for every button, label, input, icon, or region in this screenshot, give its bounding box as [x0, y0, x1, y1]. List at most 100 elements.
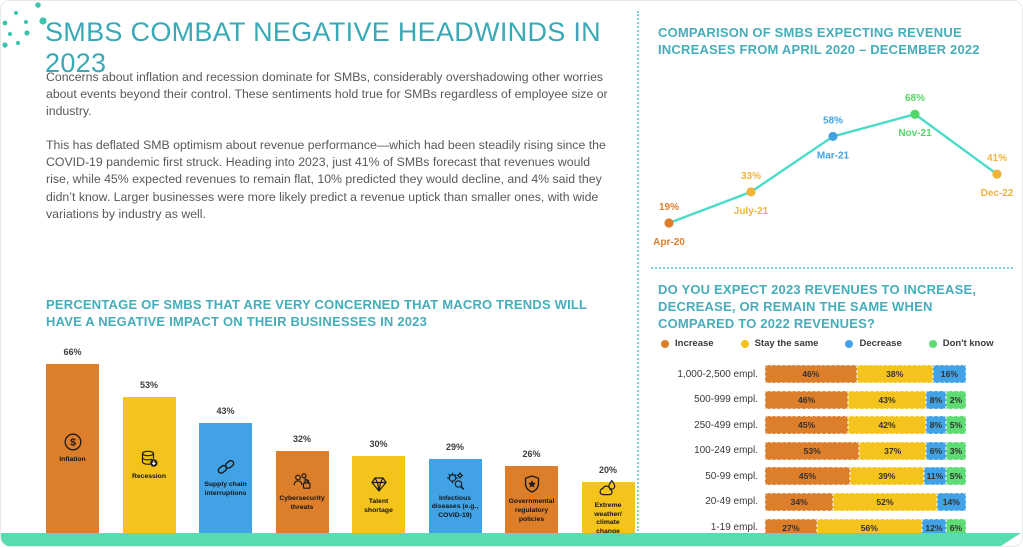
bar-value-label: 32%	[292, 434, 311, 445]
segment-value-label: 8%	[929, 420, 943, 431]
segment-increase: 34%	[765, 492, 834, 511]
stacked-row: 50-99 empl. 45% 39% 11% 5%	[646, 467, 968, 486]
segment-value-label: 6%	[929, 445, 943, 456]
segment-value-label: 46%	[797, 394, 816, 405]
bar-label: Governmental regulatory policies	[508, 498, 555, 524]
line-chart-title: COMPARISON OF SMBS EXPECTING REVENUE INC…	[658, 25, 980, 57]
decorative-dots-icon	[2, 2, 47, 48]
legend-item: Stay the same	[740, 338, 818, 349]
diamond-icon	[369, 474, 389, 494]
svg-text:$: $	[70, 437, 76, 449]
concern-bar: 53% Recession	[122, 380, 176, 533]
intro-paragraph-1: Concerns about inflation and recession d…	[46, 70, 608, 119]
segment-value-label: 52%	[876, 496, 894, 507]
bar-value-label: 66%	[63, 347, 82, 358]
data-point	[992, 169, 1002, 179]
stacked-row: 100-249 empl. 53% 37% 6% 3%	[646, 441, 968, 460]
data-point	[664, 218, 674, 228]
bar-value-label: 20%	[598, 464, 617, 475]
segment-decrease: 6%	[926, 441, 946, 460]
concern-bar: 29% Infectious diseases (e.g., COVID-19)	[428, 442, 482, 533]
segment-don-t-know: 2%	[946, 390, 966, 409]
row-segments: 45% 42% 8% 5%	[765, 416, 966, 435]
vertical-dotted-divider	[637, 11, 639, 531]
segment-decrease: 8%	[926, 390, 946, 409]
segment-don-t-know: 6%	[946, 518, 966, 537]
bar-label: Inflation	[59, 456, 86, 464]
segment-value-label: 27%	[782, 522, 800, 533]
legend-label: Decrease	[859, 338, 902, 349]
point-value-label: 68%	[905, 93, 925, 104]
bar-chart-title: PERCENTAGE OF SMBS THAT ARE VERY CONCERN…	[46, 297, 587, 329]
shield-star-icon	[522, 474, 542, 494]
row-segments: 46% 38% 16%	[765, 365, 966, 383]
segment-stay-the-same: 39%	[849, 467, 924, 486]
data-point	[746, 187, 756, 197]
segment-decrease: 14%	[936, 492, 966, 511]
concern-bar: 26% Governmental regulatory policies	[505, 449, 558, 533]
cyber-lock-icon	[292, 471, 312, 491]
bar-label: Infectious diseases (e.g., COVID-19)	[431, 494, 479, 520]
stacked-row: 1,000-2,500 empl. 46% 38% 16%	[646, 365, 968, 383]
row-label: 100-249 empl.	[694, 445, 758, 457]
row-segments: 45% 39% 11% 5%	[765, 467, 966, 486]
segment-decrease: 11%	[923, 467, 946, 486]
bar-label: Cybersecurity threats	[279, 495, 325, 512]
segment-value-label: 3%	[949, 445, 963, 456]
row-label: 1,000-2,500 empl.	[677, 368, 758, 380]
segment-stay-the-same: 37%	[859, 441, 926, 460]
segment-value-label: 45%	[798, 471, 817, 482]
legend-label: Increase	[675, 338, 714, 349]
segment-increase: 46%	[765, 390, 849, 409]
bar-label: Talent shortage	[364, 497, 393, 514]
segment-value-label: 45%	[798, 420, 816, 431]
segment-value-label: 5%	[949, 471, 963, 482]
segment-don-t-know: 3%	[946, 441, 966, 460]
macro-concerns-bar-chart: 66% $ Inflation 53% Recession 43% Supply chain…	[46, 341, 638, 535]
stacked-row: 20-49 empl. 34% 52% 14%	[646, 492, 968, 511]
dollar-coin-icon: $	[63, 432, 83, 452]
row-segments: 53% 37% 6% 3%	[765, 441, 966, 460]
horizontal-dotted-divider	[651, 267, 1013, 269]
segment-stay-the-same: 42%	[848, 416, 926, 435]
point-value-label: 41%	[987, 153, 1007, 164]
segment-value-label: 14%	[942, 496, 960, 507]
bar-value-label: 29%	[445, 441, 464, 452]
point-value-label: 19%	[659, 202, 679, 213]
bottom-accent-band	[1, 533, 1021, 546]
segment-don-t-know: 5%	[946, 416, 966, 435]
row-label: 500-999 empl.	[694, 394, 758, 406]
point-month-label: Dec-22	[981, 188, 1014, 199]
stacked-row: 500-999 empl. 46% 43% 8% 2%	[646, 390, 968, 409]
bar-value-label: 43%	[216, 405, 235, 416]
segment-value-label: 42%	[878, 420, 896, 431]
concern-bar: 30% Talent shortage	[352, 439, 405, 533]
segment-value-label: 37%	[884, 445, 902, 456]
legend-dot-icon	[928, 339, 937, 348]
segment-don-t-know: 5%	[946, 467, 966, 486]
point-value-label: 33%	[741, 171, 761, 182]
segment-value-label: 46%	[802, 369, 820, 379]
segment-stay-the-same: 52%	[833, 492, 937, 511]
segment-stay-the-same: 38%	[856, 365, 933, 383]
segment-value-label: 39%	[878, 471, 896, 482]
segment-decrease: 16%	[932, 365, 966, 383]
bar-label: Supply chain interruptions	[204, 481, 247, 497]
segment-increase: 53%	[765, 441, 860, 460]
data-point	[910, 109, 920, 119]
germ-icon	[445, 471, 465, 491]
climate-icon	[598, 478, 618, 498]
concern-bar: 20% Extreme weather/ climate change	[581, 465, 635, 535]
point-month-label: July-21	[734, 206, 769, 217]
point-month-label: Apr-20	[653, 237, 685, 248]
row-label: 50-99 empl.	[705, 470, 758, 482]
stacked-row: 250-499 empl. 45% 42% 8% 5%	[646, 416, 968, 435]
legend-dot-icon	[740, 339, 749, 348]
segment-value-label: 56%	[860, 522, 878, 533]
row-segments: 34% 52% 14%	[765, 492, 966, 511]
segment-value-label: 34%	[790, 496, 808, 507]
row-label: 1-19 empl.	[710, 522, 758, 534]
concern-bar: 66% $ Inflation	[46, 347, 99, 533]
segment-value-label: 5%	[949, 420, 963, 431]
